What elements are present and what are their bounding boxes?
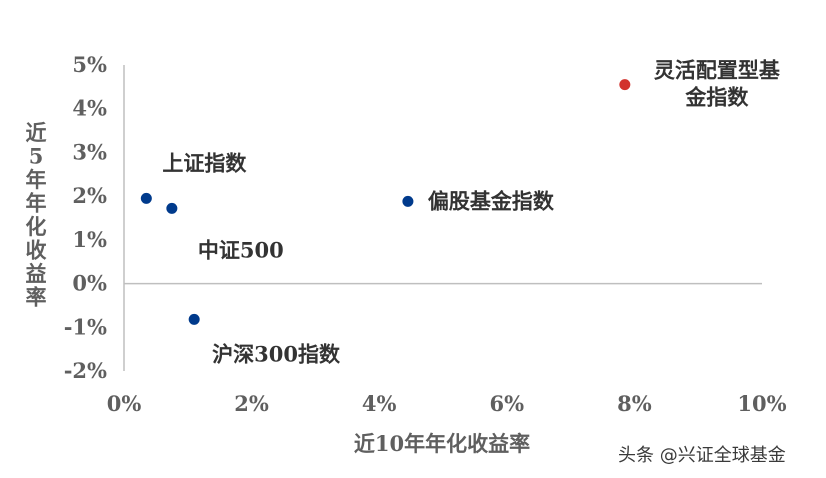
point-label: 金指数: [684, 85, 749, 110]
data-points: [140, 79, 631, 325]
y-tick-label: 4%: [72, 96, 107, 121]
x-tick-labels: 0% 2% 4% 6% 8% 10%: [107, 391, 787, 416]
data-point: [166, 202, 178, 214]
data-point: [619, 79, 631, 91]
y-tick-label: 5%: [72, 52, 107, 77]
data-point: [188, 313, 200, 325]
y-axis-title-char: 近: [26, 120, 47, 145]
y-tick-label: 0%: [72, 271, 107, 296]
y-axis-title-char: 年: [26, 191, 47, 216]
point-label: 上证指数: [162, 150, 247, 175]
y-axis-title-char: 率: [26, 285, 47, 310]
data-point: [140, 192, 152, 204]
y-tick-label: 3%: [72, 139, 107, 164]
x-tick-label: 10%: [737, 391, 786, 416]
y-axis-title-char: 5: [29, 144, 44, 169]
point-label: 灵活配置型基: [654, 58, 781, 83]
y-axis-title-char: 化: [26, 214, 47, 239]
x-tick-label: 6%: [490, 391, 525, 416]
point-label: 中证500: [198, 237, 284, 262]
y-tick-label: -2%: [64, 358, 107, 383]
axes: [123, 65, 762, 371]
y-tick-label: -1%: [64, 314, 107, 339]
watermark-text: 头条 @兴证全球基金: [618, 445, 786, 466]
x-tick-label: 0%: [107, 391, 142, 416]
x-tick-label: 8%: [617, 391, 652, 416]
y-axis-title-char: 年: [26, 167, 47, 192]
x-tick-label: 2%: [234, 391, 269, 416]
x-axis-title: 近10年年化收益率: [354, 431, 530, 456]
y-axis-title: 近 5 年年化收益率: [26, 120, 47, 310]
y-axis-title-char: 收: [26, 238, 47, 263]
y-tick-label: 1%: [72, 227, 107, 252]
y-tick-label: 2%: [72, 183, 107, 208]
y-axis-title-char: 益: [26, 261, 47, 286]
point-label: 沪深300指数: [212, 341, 341, 366]
data-point: [402, 195, 414, 207]
x-tick-label: 4%: [362, 391, 397, 416]
y-tick-labels: 5% 4% 3% 2% 1% 0% -1% -2%: [64, 52, 107, 383]
point-label: 偏股基金指数: [428, 188, 555, 213]
